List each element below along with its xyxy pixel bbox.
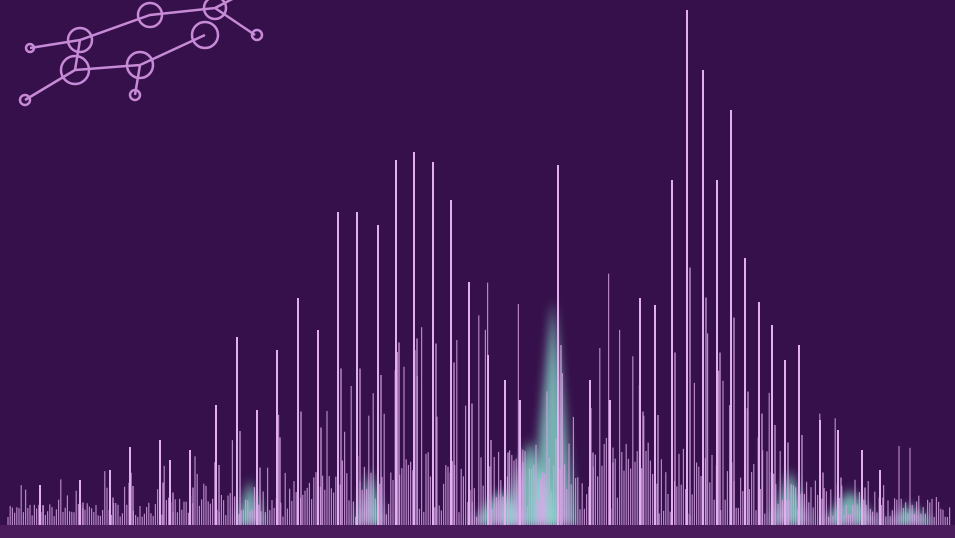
atom — [59, 54, 91, 86]
atom — [136, 1, 164, 29]
atom — [202, 0, 228, 21]
atom — [18, 93, 32, 107]
baseline — [0, 525, 955, 538]
atom — [125, 50, 155, 80]
atom — [190, 20, 220, 50]
molecule-bonds — [24, 0, 256, 102]
atom — [128, 88, 142, 102]
atom — [24, 42, 36, 54]
atom — [250, 28, 264, 42]
peaks — [0, 10, 955, 538]
molecule — [18, 0, 264, 107]
atom — [66, 26, 94, 54]
